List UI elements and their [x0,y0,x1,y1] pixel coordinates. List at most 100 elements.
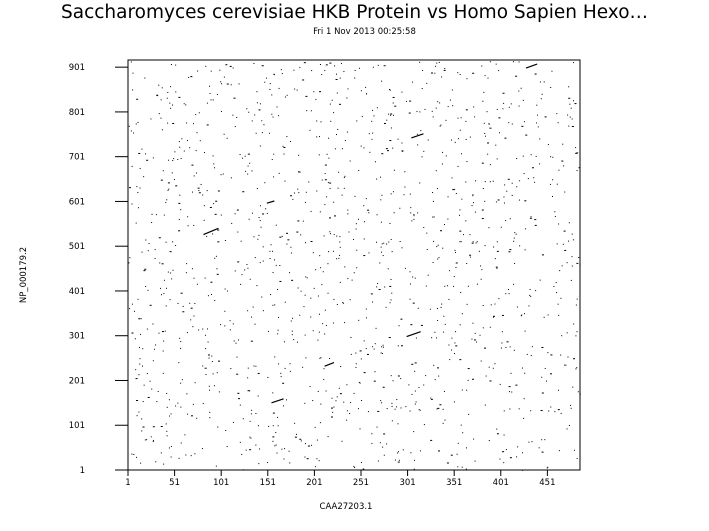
match-dot [534,73,537,75]
match-dot [410,207,412,209]
match-dot [333,406,335,408]
match-dot [239,404,241,406]
match-dot [333,201,335,203]
match-dot [382,344,384,346]
match-dot [172,241,174,243]
match-dot [454,188,456,190]
match-dot [313,91,315,93]
match-dot [440,306,442,308]
match-dot [231,222,233,224]
match-dot [503,102,505,104]
match-dot [265,208,267,210]
match-dot [447,106,449,108]
match-dot [212,155,214,157]
match-dot [576,458,578,460]
match-dot [351,279,353,281]
match-dot [262,260,264,262]
match-dot [300,440,302,442]
match-dot [322,323,324,325]
match-dot [391,251,393,253]
match-dot [505,347,507,349]
match-dot [423,384,425,386]
match-dot [346,131,348,133]
match-dot [290,252,292,254]
match-dot [508,122,510,124]
match-dot [217,426,219,428]
match-dot [321,284,323,286]
match-dot [340,366,342,368]
match-dot [360,145,362,147]
match-dot [329,231,331,233]
y-tick-label: 301 [69,332,85,342]
match-dot [274,74,276,76]
match-dot [390,278,392,280]
match-dot [431,72,434,74]
match-dot [411,220,413,222]
match-dot [455,345,458,347]
match-dot [145,153,147,155]
match-dot [277,425,279,427]
match-dot [323,368,325,370]
match-dot [142,426,145,428]
match-dot [531,346,533,348]
match-dot [224,325,226,327]
match-dot [436,307,438,309]
match-dot [557,409,560,411]
match-dot [376,178,378,180]
match-dot [567,114,569,116]
match-dot [151,213,153,215]
match-dot [442,247,444,249]
x-tick-label: 401 [493,478,509,488]
match-dot [391,405,393,407]
match-dot [524,372,526,374]
match-dot [162,170,164,172]
match-dot [574,103,577,105]
match-dot [391,402,393,404]
match-dot [550,156,552,158]
match-dot [473,106,475,108]
match-dot [183,150,185,152]
match-dot [347,209,349,211]
match-dot [204,152,206,154]
match-dot [431,110,433,112]
match-dot [333,234,335,236]
match-dot [476,241,478,243]
match-dot [400,407,402,409]
diagonal-segment [203,227,219,236]
match-dot [234,126,236,128]
match-dot [480,360,482,362]
match-dot [501,314,504,316]
match-dot [434,379,436,381]
match-dot [503,196,505,198]
match-dot [423,150,425,152]
match-dot [297,287,299,289]
match-dot [178,362,180,364]
match-dot [212,233,214,235]
match-dot [155,344,157,346]
match-dot [260,226,262,228]
match-dot [286,136,288,138]
match-dot [445,155,447,157]
match-dot [138,346,140,348]
match-dot [181,379,183,381]
match-dot [272,436,275,438]
match-dot [489,164,491,166]
match-dot [495,63,497,65]
match-dot [278,363,280,365]
match-dot [135,369,137,371]
match-dot [554,411,556,413]
match-dot [474,211,476,213]
match-dot [445,119,447,121]
match-dot [381,153,384,155]
match-dot [232,114,234,116]
match-dot [405,100,407,102]
match-dot [259,145,261,147]
match-dot [423,227,425,229]
match-dot [550,354,553,356]
match-dot [442,408,444,410]
match-dot [554,211,556,213]
match-dot [164,330,166,332]
match-dot [377,64,379,66]
match-dot [239,154,241,156]
match-dot [269,250,271,252]
